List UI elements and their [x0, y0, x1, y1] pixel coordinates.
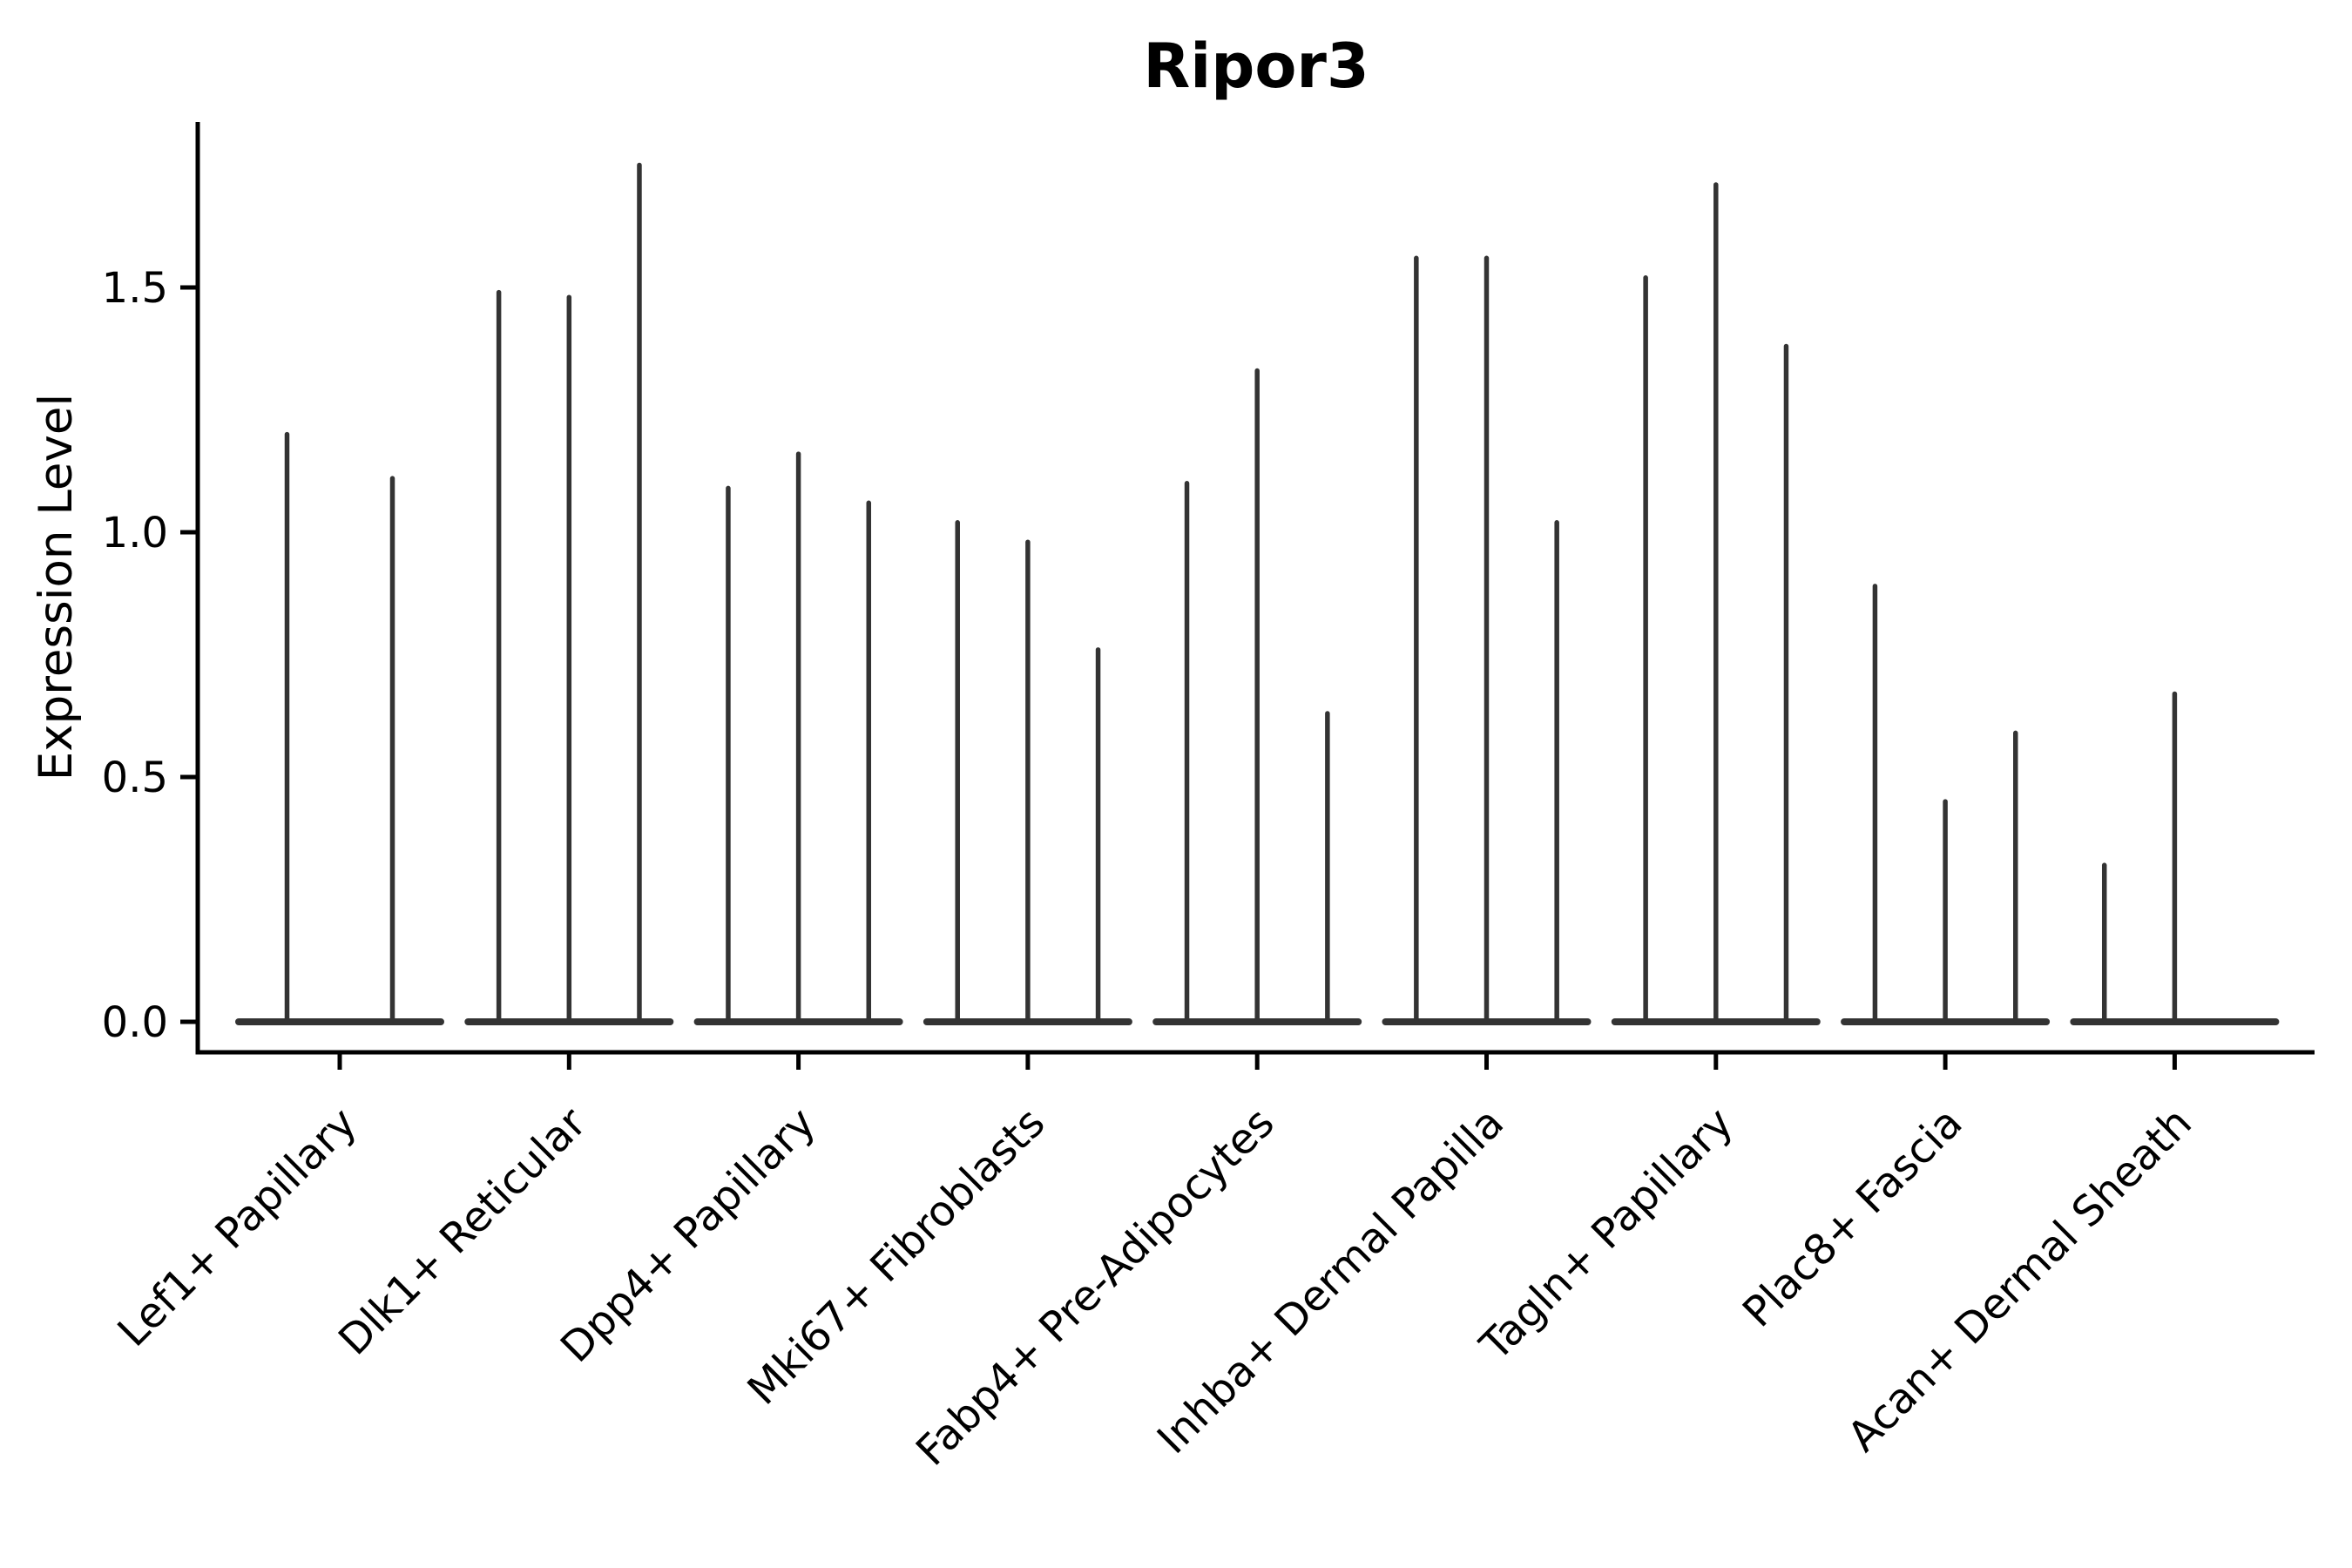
x-tick-label: Dpp4+ Papillary — [551, 1098, 825, 1372]
y-tick-label: 1.5 — [102, 264, 168, 313]
y-axis-label: Expression Level — [30, 394, 83, 781]
y-tick-label: 0.0 — [102, 998, 168, 1047]
x-tick-label: Lef1+ Papillary — [109, 1098, 367, 1356]
chart-title: Ripor3 — [1143, 30, 1369, 102]
x-tick-label: Tagln+ Papillary — [1470, 1098, 1742, 1370]
y-tick-label: 0.5 — [102, 754, 168, 802]
x-tick-label: Plac8+ Fascia — [1734, 1098, 1972, 1337]
y-tick-label: 1.0 — [102, 509, 168, 558]
x-tick-label: Dlk1+ Reticular — [329, 1098, 596, 1365]
